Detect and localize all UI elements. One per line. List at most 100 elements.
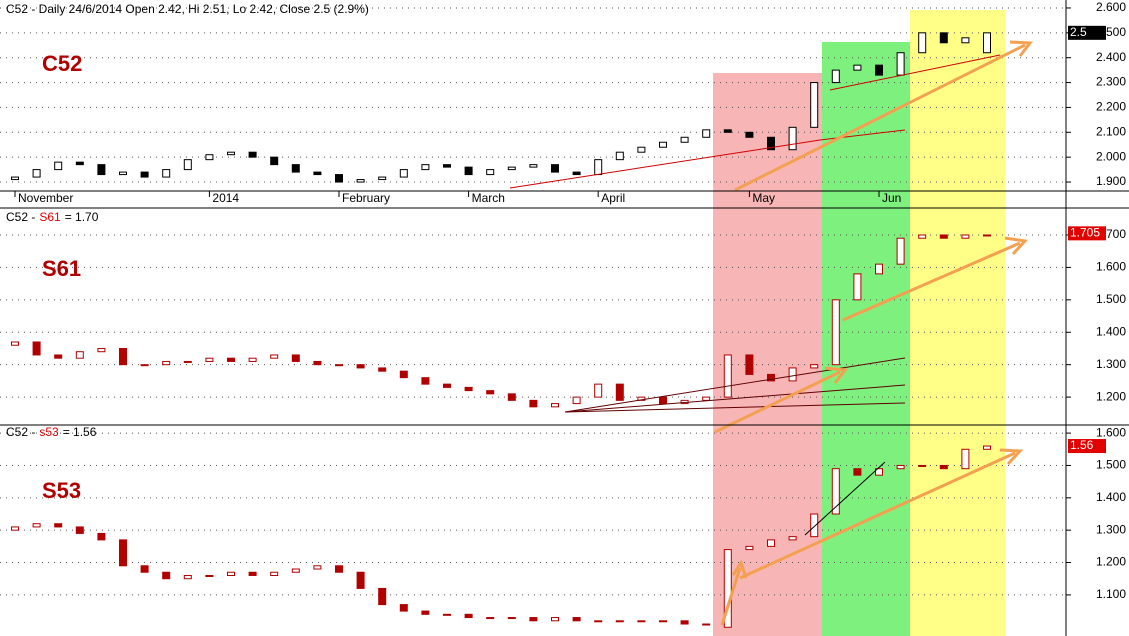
candle-body bbox=[831, 299, 840, 366]
candle-body bbox=[75, 526, 84, 534]
y-tick-label: 1.200 bbox=[1096, 389, 1126, 403]
y-tick-label: 1.100 bbox=[1096, 587, 1126, 601]
candle-body bbox=[594, 620, 603, 623]
candle-body bbox=[551, 617, 559, 622]
candle-body bbox=[140, 364, 149, 367]
candle-body bbox=[356, 179, 365, 183]
y-tick-label: 1.400 bbox=[1096, 324, 1126, 338]
candle-body bbox=[615, 151, 624, 161]
x-tick-label: November bbox=[18, 191, 73, 205]
candle-body bbox=[983, 234, 991, 237]
y-tick-label: 1.500 bbox=[1096, 458, 1126, 472]
candle-body bbox=[486, 617, 495, 620]
trend-line bbox=[509, 129, 906, 189]
x-tick-label: Jun bbox=[882, 191, 901, 205]
panel-label: C52 bbox=[42, 51, 82, 76]
arrow bbox=[734, 40, 1033, 192]
candle-body bbox=[767, 539, 775, 547]
y-tick-label: 1.600 bbox=[1096, 260, 1126, 274]
candle-body bbox=[270, 354, 279, 359]
candle-body bbox=[551, 403, 559, 408]
candle-body bbox=[594, 383, 603, 398]
y-tick-label: 1.500 bbox=[1096, 292, 1126, 306]
arrow bbox=[842, 236, 1029, 322]
candle-body bbox=[399, 169, 408, 178]
candle-body bbox=[767, 373, 775, 382]
candle-body bbox=[507, 393, 516, 401]
symbol: S61 bbox=[39, 210, 61, 224]
candle-body bbox=[32, 169, 41, 178]
arrow bbox=[714, 366, 848, 434]
candle-body bbox=[961, 234, 970, 239]
candle-body bbox=[831, 69, 840, 84]
candle-body bbox=[615, 383, 624, 401]
candle-body bbox=[183, 360, 192, 363]
candle-body bbox=[119, 347, 127, 366]
candle-body bbox=[32, 341, 41, 356]
candle-body bbox=[875, 64, 883, 76]
candle-body bbox=[637, 620, 646, 623]
candle-body bbox=[918, 464, 927, 467]
candle-body bbox=[572, 617, 581, 622]
candle-body bbox=[918, 32, 927, 54]
candle-body bbox=[421, 610, 430, 615]
y-tick-label: 1.400 bbox=[1096, 490, 1126, 504]
y-tick-label: 1.300 bbox=[1096, 357, 1126, 371]
candle-body bbox=[97, 347, 106, 353]
candle-body bbox=[443, 613, 451, 616]
candle-body bbox=[788, 536, 797, 541]
candle-body bbox=[443, 164, 451, 168]
candle-body bbox=[551, 164, 559, 173]
candle-body bbox=[356, 571, 365, 589]
candle-body bbox=[399, 604, 408, 612]
arrow bbox=[739, 448, 1024, 580]
candle-body bbox=[75, 161, 84, 166]
title-suffix: = 1.70 bbox=[65, 210, 99, 224]
candle-body bbox=[810, 82, 819, 128]
candle-body bbox=[183, 574, 192, 580]
y-tick-label: 1.600 bbox=[1096, 425, 1126, 439]
candle-body bbox=[227, 571, 235, 576]
candle-body bbox=[270, 156, 279, 166]
candle-body bbox=[227, 151, 235, 156]
candle-body bbox=[939, 464, 948, 470]
candle-body bbox=[745, 545, 754, 551]
candle-body bbox=[464, 613, 473, 619]
candle-body bbox=[335, 565, 343, 573]
y-tick-label: 2.300 bbox=[1096, 75, 1126, 89]
candle-body bbox=[205, 574, 214, 577]
candle-body bbox=[810, 364, 819, 369]
candle-body bbox=[335, 174, 343, 183]
candle-body bbox=[810, 513, 819, 538]
candle-body bbox=[162, 571, 171, 580]
candle-body bbox=[443, 383, 451, 388]
candle-body bbox=[875, 263, 883, 275]
candle-body bbox=[529, 617, 538, 622]
candle-body bbox=[313, 171, 322, 176]
candle-body bbox=[291, 568, 300, 573]
price-tag-label: 1.705 bbox=[1070, 226, 1100, 240]
trend-line bbox=[804, 461, 886, 536]
candle-body bbox=[421, 377, 430, 385]
price-tag-label: 1.56 bbox=[1070, 438, 1094, 452]
candle-body bbox=[248, 151, 257, 158]
candle-body bbox=[745, 131, 754, 138]
candle-body bbox=[119, 539, 127, 567]
y-tick-label: 2.600 bbox=[1096, 0, 1126, 14]
candle-body bbox=[659, 141, 667, 148]
candle-body bbox=[291, 164, 300, 173]
candle-body bbox=[75, 351, 84, 359]
candle-body bbox=[896, 237, 905, 265]
candle-body bbox=[486, 390, 495, 395]
candle-body bbox=[162, 360, 171, 366]
candle-body bbox=[767, 136, 775, 151]
x-tick-label: April bbox=[601, 191, 625, 205]
candle-body bbox=[54, 523, 63, 528]
candle-body bbox=[248, 571, 257, 576]
candle-body bbox=[356, 364, 365, 369]
candle-body bbox=[723, 354, 732, 398]
trend-line bbox=[564, 384, 906, 413]
candle-body bbox=[162, 169, 171, 178]
candle-body bbox=[745, 354, 754, 375]
